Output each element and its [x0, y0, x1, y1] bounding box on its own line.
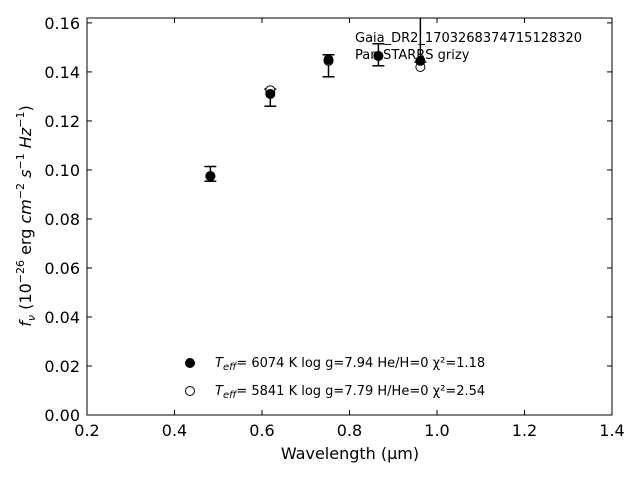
y-tick-label: 0.14 [44, 63, 80, 82]
y-tick-label: 0.12 [44, 112, 80, 131]
y-tick-label: 0.02 [44, 357, 80, 376]
y-tick-label: 0.16 [44, 14, 80, 33]
legend: Teff= 6074 K log g=7.94 He/H=0 χ²=1.18 T… [185, 356, 485, 401]
x-tick-label: 0.2 [74, 421, 99, 440]
x-tick-label: 1.2 [512, 421, 537, 440]
plot-frame [86, 17, 613, 416]
y-tick-label: 0.08 [44, 210, 80, 229]
x-tick-label: 0.6 [249, 421, 274, 440]
y-axis-label: fν (10−26 erg cm−2 s−1 Hz−1) [14, 105, 38, 326]
y-tick-label: 0.10 [44, 161, 80, 180]
y-tick-label: 0.00 [44, 406, 80, 425]
model-point-filled [205, 171, 216, 182]
model-point-filled [323, 54, 334, 65]
y-tick-label: 0.04 [44, 308, 80, 327]
target-name-annotation: Gaia_DR2_1703268374715128320 [355, 31, 582, 46]
x-tick-label: 1.0 [424, 421, 449, 440]
legend-entry-filled: Teff= 6074 K log g=7.94 He/H=0 χ²=1.18 [215, 356, 485, 373]
x-tick-label: 0.4 [162, 421, 187, 440]
model-point-filled [265, 88, 276, 99]
y-tick-label: 0.06 [44, 259, 80, 278]
model-point-filled [415, 55, 426, 66]
x-tick-label: 0.8 [337, 421, 362, 440]
x-tick-label: 1.4 [599, 421, 624, 440]
legend-entry-open: Teff= 5841 K log g=7.79 H/He=0 χ²=2.54 [215, 384, 485, 401]
ticks-layer: 0.2 0.4 0.6 0.8 1.0 1.2 1.4 0.00 0.02 0.04 0.06 0.0… [44, 14, 624, 440]
legend-marker-open [185, 386, 195, 396]
model-point-filled [373, 50, 384, 61]
x-axis-label: Wavelength (μm) [281, 444, 419, 463]
points-layer [205, 50, 426, 182]
photometry-annotation: Pan-STARRS grizy [355, 48, 470, 63]
legend-marker-filled [185, 358, 195, 368]
